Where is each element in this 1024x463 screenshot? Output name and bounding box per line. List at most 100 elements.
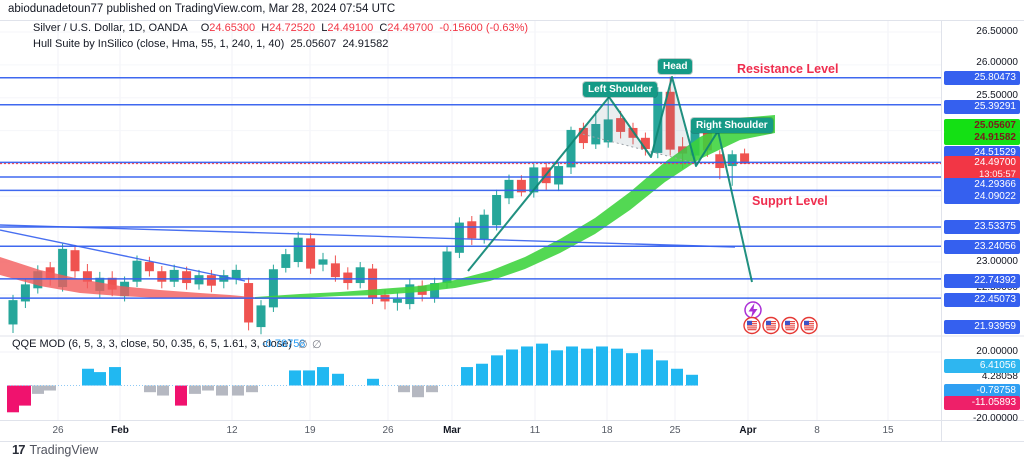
time-axis-label: 12 xyxy=(226,425,238,436)
histogram-bar xyxy=(216,385,228,396)
hull-suite-legend[interactable]: Hull Suite by InSilico (close, Hma, 55, … xyxy=(33,38,388,50)
price-level-badge: 23.24056 xyxy=(944,240,1020,254)
hull-upper-value: 25.05607 xyxy=(290,38,337,50)
histogram-bar xyxy=(202,385,214,391)
us-flag-event-icon[interactable] xyxy=(800,316,818,335)
time-axis-label: 18 xyxy=(601,425,613,436)
candle-body xyxy=(492,194,502,226)
price-axis-label: -20.00000 xyxy=(972,413,1018,424)
histogram-bar xyxy=(289,370,301,386)
hull-band xyxy=(255,115,775,299)
qqe-mod-legend[interactable]: QQE MOD (6, 5, 3, 3, close, 50, 0.35, 6,… xyxy=(12,338,322,351)
close-value: 24.49700 xyxy=(387,22,434,34)
candle-body xyxy=(244,283,254,323)
head-label[interactable]: Head xyxy=(658,59,693,74)
price-level-badge: 23.53375 xyxy=(944,220,1020,234)
hull-lower-value: 24.91582 xyxy=(342,38,389,50)
support-resistance-lines[interactable] xyxy=(0,76,941,299)
histogram-bar xyxy=(32,385,44,394)
hidden-plot-icon[interactable]: ∅ xyxy=(312,339,322,351)
candle-body xyxy=(107,277,117,290)
histogram-bar xyxy=(536,343,548,386)
candle-body xyxy=(231,269,241,280)
histogram-bar xyxy=(521,346,533,386)
candle-body xyxy=(169,269,179,282)
candle-body xyxy=(144,262,154,272)
candle-body xyxy=(368,268,378,299)
histogram-bar xyxy=(412,385,424,398)
histogram-bar xyxy=(491,355,503,386)
price-axis-label: 26.50000 xyxy=(976,26,1018,37)
price-level-badge: -11.05893 xyxy=(944,396,1020,410)
price-level-badge: 24.09022 xyxy=(944,190,1020,204)
head-and-shoulders-drawing[interactable] xyxy=(467,76,753,283)
histogram-bar xyxy=(44,385,56,391)
price-level-badge: 25.05607 xyxy=(944,119,1020,133)
candle-body xyxy=(194,275,204,285)
candle-body xyxy=(182,271,192,284)
price-level-badge: 22.74392 xyxy=(944,274,1020,288)
histogram-bar xyxy=(332,373,344,386)
candle-body xyxy=(715,154,725,169)
trendlines[interactable] xyxy=(0,224,736,282)
close-prefix: C xyxy=(379,22,388,34)
low-prefix: L xyxy=(321,22,328,34)
candle-body xyxy=(616,118,626,132)
candle-body xyxy=(554,166,564,185)
tradingview-watermark[interactable]: 17 TradingView xyxy=(12,442,98,457)
hull-band xyxy=(0,257,255,299)
candle-body xyxy=(157,271,167,282)
price-level-badge: 22.45073 xyxy=(944,293,1020,307)
histogram-bar xyxy=(109,367,121,386)
attribution-bar: abiodunadetoun77 published on TradingVie… xyxy=(8,3,396,15)
time-axis-label: Mar xyxy=(443,425,461,436)
price-level-badge: 25.80473 xyxy=(944,71,1020,85)
candle-body xyxy=(58,248,68,287)
current-price-badge: 24.49700 13:05:57 xyxy=(944,156,1020,181)
tradingview-logo-text: TradingView xyxy=(29,442,99,457)
histogram-bar xyxy=(566,346,578,386)
candle-body xyxy=(665,91,675,150)
price-level-badge: 24.91582 xyxy=(944,131,1020,145)
time-axis-label: 11 xyxy=(529,425,541,436)
event-markers[interactable] xyxy=(743,301,818,335)
resistance-level-text[interactable]: Resistance Level xyxy=(737,62,839,76)
histogram-bar xyxy=(581,348,593,386)
time-axis-label: 15 xyxy=(882,425,894,436)
price-level-badge: 25.39291 xyxy=(944,100,1020,114)
histogram-bar xyxy=(157,385,169,396)
time-axis-label: 26 xyxy=(52,425,64,436)
symbol-legend[interactable]: Silver / U.S. Dollar, 1D, OANDA O24.6530… xyxy=(33,22,528,34)
support-level-text[interactable]: Supprt Level xyxy=(752,194,828,208)
qqe-histogram xyxy=(7,343,700,413)
histogram-bar xyxy=(303,370,315,386)
right-shoulder-label[interactable]: Right Shoulder xyxy=(691,118,773,133)
candle-body xyxy=(591,124,601,145)
hidden-plot-icon[interactable]: ∅ xyxy=(298,339,308,351)
histogram-bar xyxy=(246,385,258,393)
candle-body xyxy=(578,127,588,144)
left-shoulder-label[interactable]: Left Shoulder xyxy=(583,82,658,97)
histogram-bar xyxy=(671,368,683,386)
histogram-bar xyxy=(232,385,244,396)
histogram-bar xyxy=(656,360,668,386)
us-flag-event-icon[interactable] xyxy=(743,316,761,335)
us-flag-event-icon[interactable] xyxy=(781,316,799,335)
candle-body xyxy=(467,221,477,239)
time-axis-label: Feb xyxy=(111,425,129,436)
histogram-bar xyxy=(476,363,488,386)
qqe-title: QQE MOD (6, 5, 3, 3, close, 50, 0.35, 6,… xyxy=(12,338,293,350)
candle-body xyxy=(206,275,216,286)
candle-body xyxy=(306,238,316,269)
time-axis[interactable]: 26 Feb 12 19 26 Mar 11 18 25 Apr 8 15 xyxy=(0,421,942,442)
price-axis[interactable]: 26.5000026.0000025.5000023.0000022.50000… xyxy=(942,0,1024,442)
histogram-bar xyxy=(144,385,156,393)
candle-body xyxy=(20,284,30,302)
histogram-bar xyxy=(94,372,106,386)
change-value: -0.15600 (-0.63%) xyxy=(439,22,529,34)
histogram-bar xyxy=(82,368,94,386)
candle-body xyxy=(82,271,92,282)
histogram-bar xyxy=(611,348,623,386)
us-flag-event-icon[interactable] xyxy=(762,316,780,335)
